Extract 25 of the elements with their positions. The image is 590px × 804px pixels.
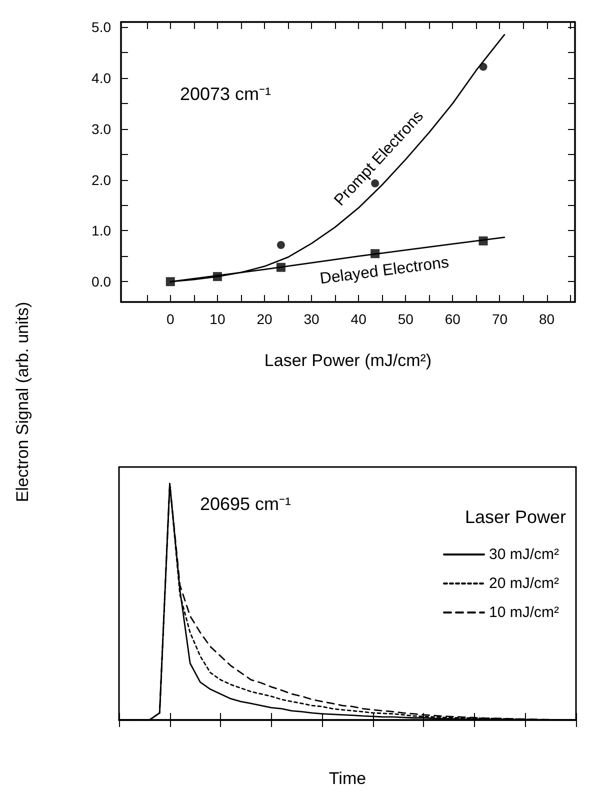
annotation: 20695 cm⁻¹ [200,494,292,514]
y-axis-title: Electron Signal (arb. units) [13,302,33,502]
x-tick-label: 10 [210,311,226,327]
legend-title: Laser Power [464,507,566,527]
y-tick-label: 0.0 [92,274,112,290]
y-tick-label: 3.0 [92,120,112,137]
x-tick-label: 30 [304,311,320,327]
legend-label: 20 mJ/cm² [488,575,560,592]
x-axis-title: Laser Power (mJ/cm²) [264,351,432,370]
legend-label: 30 mJ/cm² [488,546,560,563]
x-axis-title: Time [328,769,366,788]
x-tick-label: 70 [492,311,508,327]
annotation: 20073 cm⁻¹ [180,84,272,104]
legend-label: 10 mJ/cm² [488,604,560,621]
x-tick-label: 50 [398,311,414,327]
text: Delayed Electrons [318,254,450,288]
x-tick-label: 0 [166,311,174,327]
y-tick-label: 1.0 [92,222,112,239]
y-tick-label: 5.0 [92,19,112,36]
x-tick-label: 80 [538,311,555,327]
x-tick-label: 60 [444,311,461,327]
y-tick-label: 2.0 [92,172,112,188]
x-tick-label: 20 [256,311,272,327]
x-tick-label: 40 [350,311,367,327]
y-tick-label: 4.0 [92,70,112,86]
